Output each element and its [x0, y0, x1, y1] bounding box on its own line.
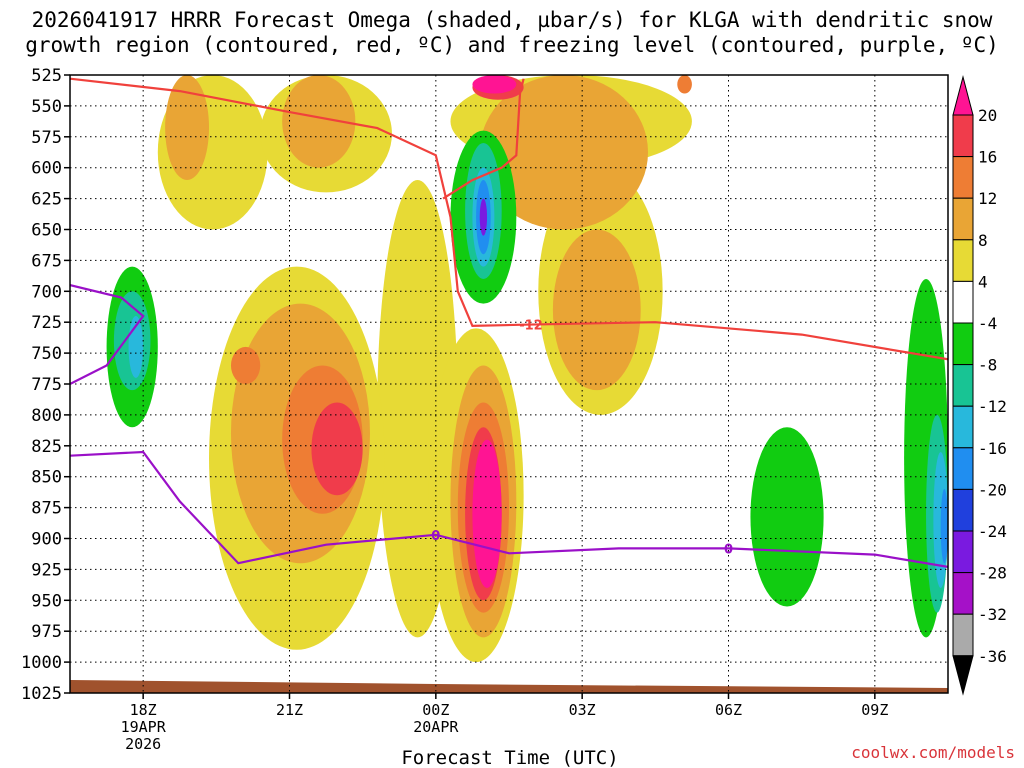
colorbar-swatch: [952, 156, 974, 199]
colorbar-swatch: [952, 239, 974, 282]
x-tick-label: 21Z: [276, 701, 303, 719]
omega-region-1-0: [165, 75, 210, 181]
contour-line-12: [70, 450, 948, 568]
omega-shading-layer: [106, 75, 948, 663]
x-tick-label: 2026: [125, 735, 161, 753]
y-tick-label: 1025: [21, 684, 62, 704]
y-tick-label: 600: [31, 159, 62, 179]
omega-region-1-4: [479, 75, 649, 230]
y-tick-label: 550: [31, 97, 62, 117]
colorbar-swatch: [952, 364, 974, 407]
y-tick-label: 950: [31, 591, 62, 611]
omega-region-3-0: [311, 402, 363, 496]
colorbar-swatch: [952, 322, 974, 366]
y-tick-label: 1000: [21, 653, 62, 673]
y-tick-label: 525: [31, 66, 62, 86]
colorbar-level-label: 16: [978, 148, 997, 167]
colorbar-level-label: -20: [978, 480, 1007, 499]
y-tick-label: 875: [31, 499, 62, 519]
colorbar-swatch: [952, 530, 974, 574]
colorbar-swatch: [952, 613, 974, 657]
x-axis-title: Forecast Time (UTC): [401, 747, 618, 768]
x-tick-label: 19APR: [121, 718, 167, 736]
y-tick-label: 775: [31, 375, 62, 395]
x-tick-label: 09Z: [861, 701, 888, 719]
y-tick-label: 925: [31, 560, 62, 580]
source-credit: coolwx.com/models: [851, 743, 1015, 762]
colorbar-level-label: -36: [978, 647, 1007, 666]
ground-layer: [70, 680, 948, 693]
colorbar-level-label: 12: [978, 189, 997, 208]
dgz-contour-label: -12: [519, 319, 543, 334]
colorbar-level-label: 20: [978, 106, 997, 125]
y-tick-label: 725: [31, 313, 62, 333]
contour-line-10: [70, 77, 948, 361]
omega-region-2-2: [230, 346, 261, 384]
contour-line-11: [442, 78, 525, 200]
contour-line-13: [70, 284, 145, 385]
colorbar-level-label: -24: [978, 522, 1007, 541]
colorbar-swatch: [952, 197, 974, 241]
y-tick-label: 800: [31, 406, 62, 426]
chart-title-line-2: growth region (contoured, red, ºC) and f…: [25, 33, 999, 57]
omega-region-9-0: [479, 198, 488, 236]
colorbar-level-label: -32: [978, 605, 1007, 624]
omega-region-4-1: [472, 75, 517, 94]
colorbar-swatch: [952, 114, 974, 158]
y-tick-label: 700: [31, 282, 62, 302]
omega-region-5-2: [750, 427, 824, 607]
colorbar-swatch: [952, 488, 974, 532]
contour-layer: -12 0 0: [70, 77, 948, 568]
ground-surface: [70, 680, 948, 693]
y-tick-label: 575: [31, 128, 62, 148]
omega-region-8-1: [940, 489, 948, 564]
omega-region-1-1: [282, 75, 356, 168]
freezing-contour-label: 0: [431, 529, 440, 544]
colorbar-level-label: -16: [978, 439, 1007, 458]
y-tick-label: 825: [31, 437, 62, 457]
x-tick-label: 00Z: [422, 701, 449, 719]
omega-region-4-0: [472, 439, 502, 588]
x-tick-label: 18Z: [130, 701, 157, 719]
colorbar-level-label: -12: [978, 397, 1007, 416]
colorbar-bottom-arrow: [952, 655, 974, 696]
y-tick-label: 625: [31, 190, 62, 210]
omega-region-1-5: [552, 229, 641, 391]
freezing-contour-label: 0: [724, 542, 733, 557]
colorbar-swatch: [952, 280, 974, 324]
y-tick-label: 650: [31, 221, 62, 241]
x-tick-label: 06Z: [715, 701, 742, 719]
colorbar-swatch: [952, 572, 974, 615]
y-tick-label: 900: [31, 530, 62, 550]
y-axis: 525 550 575 600 625 650 675 700 725 750 775 800 825 8…: [21, 66, 70, 704]
chart-title-line-1: 2026041917 HRRR Forecast Omega (shaded, …: [31, 8, 993, 32]
colorbar-level-label: -28: [978, 564, 1007, 583]
y-tick-label: 850: [31, 468, 62, 488]
x-tick-label: 03Z: [569, 701, 596, 719]
x-tick-label: 20APR: [413, 718, 459, 736]
colorbar-level-label: -4: [978, 314, 997, 333]
colorbar-level-label: 4: [978, 272, 988, 291]
y-tick-label: 675: [31, 251, 62, 271]
colorbar-level-label: -8: [978, 356, 997, 375]
y-tick-label: 975: [31, 622, 62, 642]
colorbar-level-label: 8: [978, 231, 988, 250]
y-tick-label: 750: [31, 344, 62, 364]
omega-region-2-3: [677, 75, 692, 94]
colorbar-top-arrow: [952, 75, 974, 116]
colorbar-swatch: [952, 405, 974, 449]
colorbar: 20 16 12 8 4 -4 -8 -12 -16 -20 -24 -28 -32 -36: [952, 75, 1007, 696]
colorbar-swatch: [952, 447, 974, 490]
